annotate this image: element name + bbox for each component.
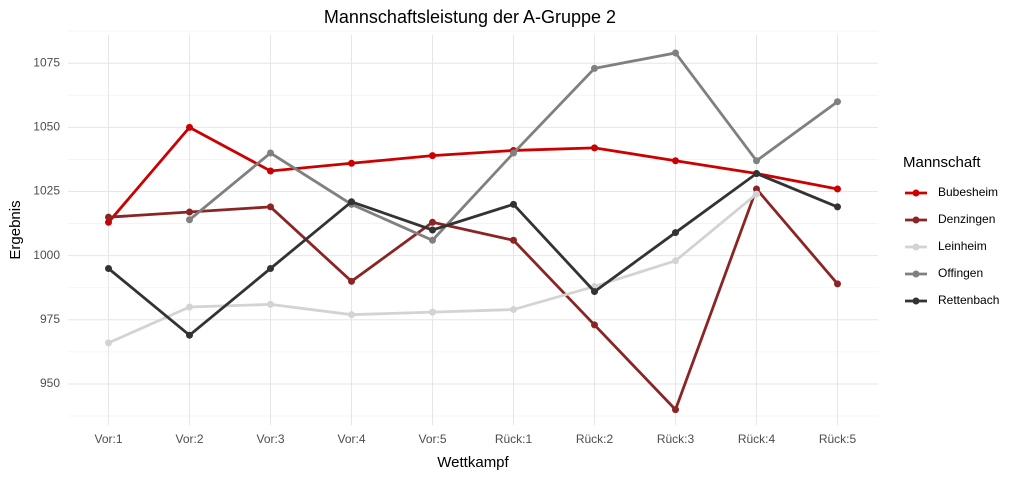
data-point [429,226,436,234]
data-point [267,264,274,272]
data-point [672,257,679,265]
legend-label: Rettenbach [938,293,999,307]
data-point [672,406,679,414]
x-axis-label: Wettkampf [437,454,509,471]
y-tick-label: 1050 [33,120,60,134]
series-line [107,171,839,338]
data-point [429,152,436,160]
data-point [348,277,355,285]
data-point [348,159,355,167]
y-tick-label: 1025 [33,184,60,198]
data-point [753,185,760,193]
chart-title: Mannschaftsleistung der A-Gruppe 2 [324,7,616,27]
data-point [267,149,274,157]
data-point [429,218,436,226]
x-tick-label: Vor:2 [175,432,203,446]
data-point [267,203,274,211]
data-point [834,203,841,211]
data-point [591,144,598,152]
data-point [267,300,274,308]
data-point [834,98,841,106]
data-point [348,198,355,206]
data-point [672,49,679,57]
x-tick-label: Vor:5 [418,432,446,446]
legend-label: Leinheim [938,239,987,253]
y-axis-label: Ergebnis [7,200,24,259]
legend-title: Mannschaft [903,154,981,171]
data-point [105,264,112,272]
data-point [429,308,436,316]
legend-swatch-point [912,189,920,197]
data-point [591,321,598,329]
y-tick-label: 1075 [33,55,60,69]
data-point [186,331,193,339]
data-point [672,229,679,237]
x-tick-label: Vor:3 [256,432,284,446]
legend-swatch-point [912,243,920,251]
data-point [753,157,760,165]
x-tick-label: Rück:3 [657,432,695,446]
series-line [107,125,838,224]
data-point [105,218,112,226]
series-line [108,186,839,413]
legend-swatch-point [912,270,920,278]
data-point [834,185,841,193]
y-tick-label: 1000 [33,248,60,262]
data-point [105,213,112,221]
data-point [186,216,193,224]
data-point [753,190,760,198]
data-point [186,208,193,216]
data-point [753,170,760,178]
data-point [834,280,841,288]
data-point [591,288,598,296]
data-point [267,167,274,175]
legend-label: Denzingen [938,212,995,226]
x-tick-label: Vor:1 [94,432,122,446]
data-point [510,306,517,314]
x-tick-label: Rück:2 [576,432,614,446]
legend-label: Bubesheim [938,185,998,199]
legend-swatch-point [912,216,920,224]
data-point [672,157,679,165]
x-tick-label: Rück:1 [495,432,533,446]
x-tick-label: Vor:4 [337,432,365,446]
data-point [186,303,193,311]
legend-swatch-point [912,297,920,305]
data-point [510,236,517,244]
data-point [186,123,193,131]
data-point [591,64,598,72]
y-tick-label: 950 [40,376,60,390]
data-point [348,311,355,319]
data-point [105,339,112,347]
y-tick-label: 975 [40,312,60,326]
data-point [510,149,517,157]
x-tick-label: Rück:5 [819,432,857,446]
data-point [429,236,436,244]
x-tick-label: Rück:4 [738,432,776,446]
data-point [510,200,517,208]
legend-label: Offingen [938,266,983,280]
